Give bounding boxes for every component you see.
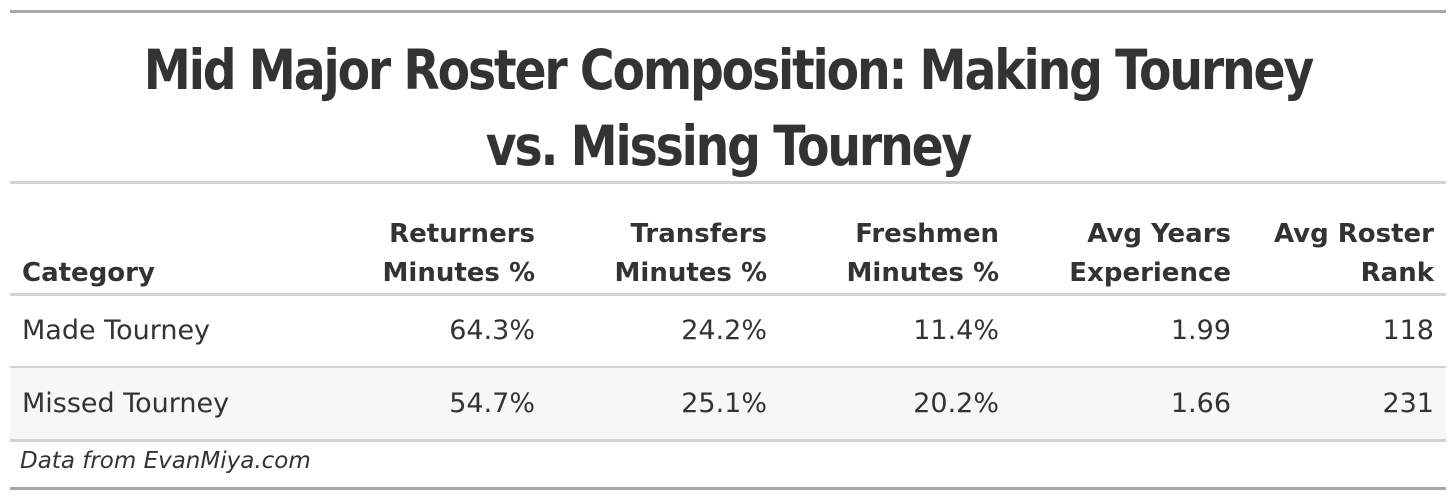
table-cell: 1.66	[1011, 367, 1243, 442]
table-row: Made Tourney 64.3% 24.2% 11.4% 1.99 118	[10, 294, 1446, 368]
bottom-rule	[10, 487, 1446, 490]
table-cell: Missed Tourney	[10, 367, 311, 442]
table-cell: 25.1%	[547, 367, 779, 442]
column-header-transfers: Transfers Minutes %	[547, 184, 779, 296]
column-header-freshmen: Freshmen Minutes %	[779, 184, 1011, 296]
table-cell: 231	[1243, 367, 1446, 442]
table-cell: 11.4%	[779, 294, 1011, 368]
column-header-line: Category	[22, 257, 155, 288]
table-cell: 1.99	[1011, 294, 1243, 368]
column-header-avg-roster-rank: Avg Roster Rank	[1243, 184, 1446, 296]
column-header-avg-years-experience: Avg Years Experience	[1011, 184, 1243, 296]
table-cell: 118	[1243, 294, 1446, 368]
table-cell: 54.7%	[311, 367, 547, 442]
column-header-returners: Returners Minutes %	[311, 184, 547, 296]
column-header-line: Minutes %	[614, 257, 767, 288]
data-table: Category Returners Minutes % Transfers M…	[10, 184, 1446, 442]
column-header-line: Avg Years	[1087, 218, 1231, 249]
table-cell: 64.3%	[311, 294, 547, 368]
column-header-line: Avg Roster	[1273, 218, 1434, 249]
column-header-line: Transfers	[630, 218, 767, 249]
table-cell: 20.2%	[779, 367, 1011, 442]
column-header-line: Freshmen	[855, 218, 999, 249]
title-rule	[10, 181, 1446, 184]
column-header-line: Minutes %	[382, 257, 535, 288]
table-title: Mid Major Roster Composition: Making Tou…	[143, 38, 1315, 178]
column-header-line: Returners	[389, 218, 535, 249]
source-footnote: Data from EvanMiya.com	[20, 448, 311, 474]
column-header-line: Minutes %	[846, 257, 999, 288]
table-cell: Made Tourney	[10, 294, 311, 368]
top-rule	[10, 10, 1446, 13]
column-header-line: Rank	[1360, 257, 1434, 288]
column-header-line: Experience	[1069, 257, 1231, 288]
header-row: Category Returners Minutes % Transfers M…	[10, 184, 1446, 296]
table-row: Missed Tourney 54.7% 25.1% 20.2% 1.66 23…	[10, 367, 1446, 442]
table-cell: 24.2%	[547, 294, 779, 368]
column-header-category: Category	[10, 184, 311, 296]
table-figure: Mid Major Roster Composition: Making Tou…	[10, 10, 1446, 490]
